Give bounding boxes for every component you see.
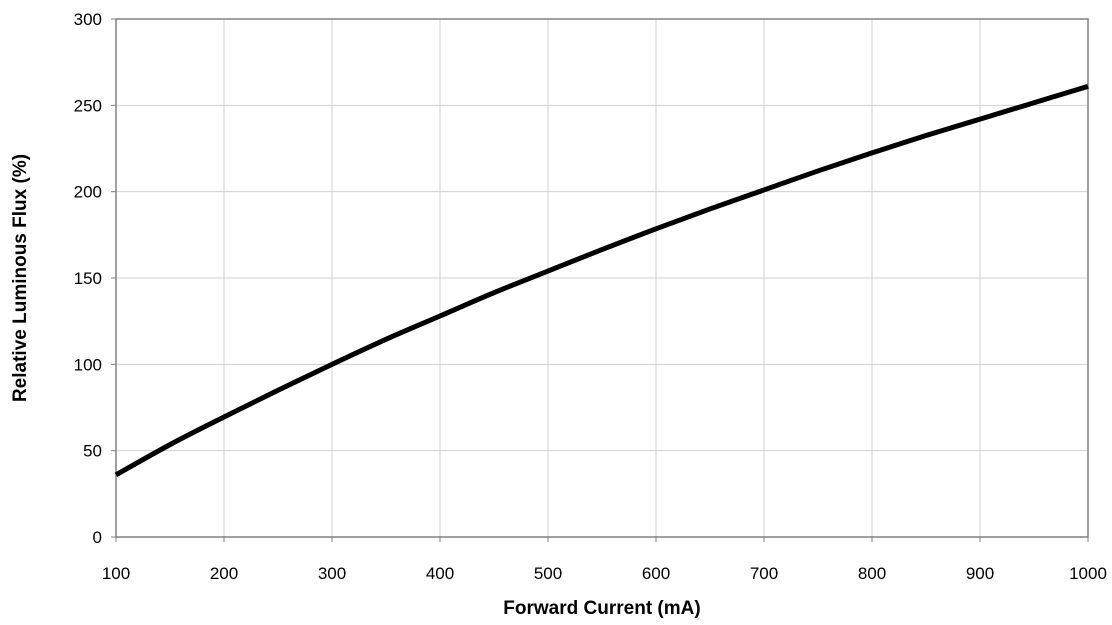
x-tick-label: 400 [426, 564, 454, 583]
x-tick-label: 1000 [1069, 564, 1107, 583]
y-tick-label: 300 [74, 10, 102, 29]
x-tick-label: 700 [750, 564, 778, 583]
y-axis-title: Relative Luminous Flux (%) [10, 154, 31, 402]
tick-labels: 100 200 300 400 500 600 700 800 900 1000 0 50 100 150… [74, 10, 1107, 583]
y-tick-label: 150 [74, 269, 102, 288]
x-tick-label: 800 [858, 564, 886, 583]
plot-area-frame [115, 18, 1089, 538]
x-tick-label: 900 [966, 564, 994, 583]
series-line [114, 83, 1089, 478]
y-tick-label: 250 [74, 96, 102, 115]
grid-lines [111, 18, 1089, 542]
x-tick-label: 600 [642, 564, 670, 583]
y-tick-label: 50 [83, 442, 102, 461]
y-tick-label: 100 [74, 355, 102, 374]
x-tick-label: 500 [534, 564, 562, 583]
x-tick-label: 200 [210, 564, 238, 583]
x-tick-label: 100 [102, 564, 130, 583]
y-tick-label: 200 [74, 183, 102, 202]
x-tick-label: 300 [318, 564, 346, 583]
x-axis-title: Forward Current (mA) [503, 598, 700, 619]
y-tick-label: 0 [93, 528, 102, 547]
series-layer [114, 83, 1089, 478]
